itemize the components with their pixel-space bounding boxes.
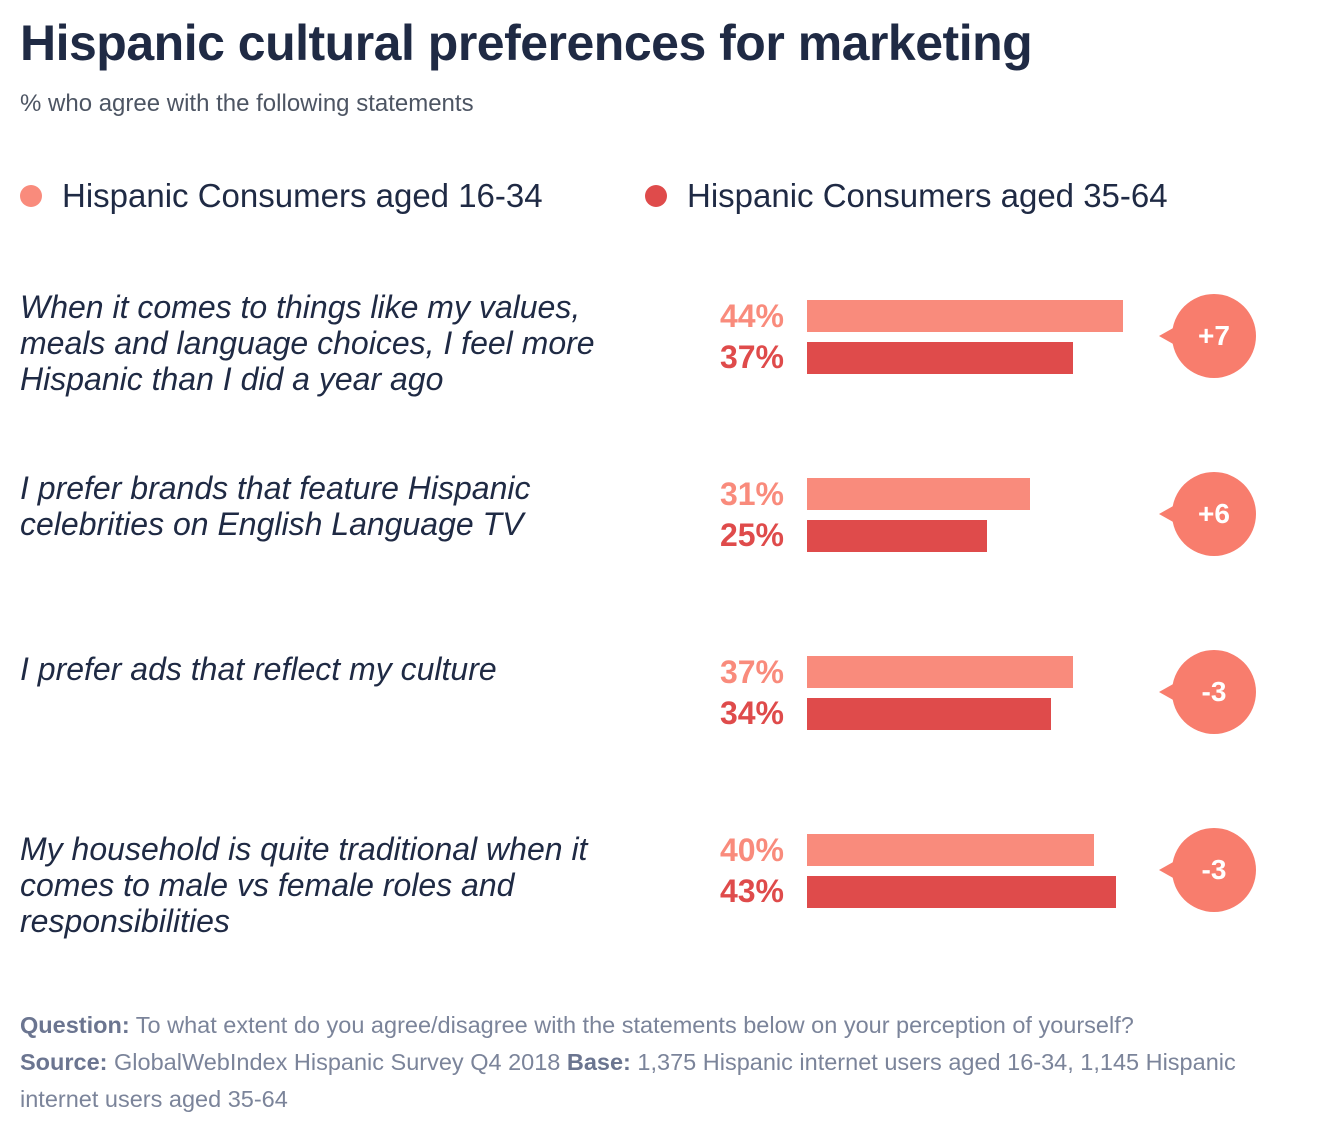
chart-subtitle: % who agree with the following statement… <box>20 90 474 117</box>
data-label-series-1: 31% <box>719 476 784 512</box>
bar-series-2 <box>807 876 1116 908</box>
bar-series-2 <box>807 698 1051 730</box>
difference-bubble: -3 <box>1159 828 1256 912</box>
difference-bubble: +7 <box>1159 294 1256 378</box>
row-statement: I prefer brands that feature Hispanic ce… <box>20 470 531 542</box>
legend-dot-icon <box>645 185 667 207</box>
difference-bubble: -3 <box>1159 650 1256 734</box>
source-text: GlobalWebIndex Hispanic Survey Q4 2018 <box>107 1049 567 1075</box>
bar-series-1 <box>807 478 1030 510</box>
base-text: 1,375 Hispanic internet users aged 16-34… <box>20 1049 1236 1112</box>
legend-label: Hispanic Consumers aged 35-64 <box>687 177 1168 214</box>
bar-series-1 <box>807 300 1123 332</box>
chart-footer: Question: To what extent do you agree/di… <box>20 1007 1290 1118</box>
bar-series-2 <box>807 520 987 552</box>
bar-series-1 <box>807 656 1073 688</box>
base-label: Base: <box>566 1049 631 1075</box>
data-label-series-2: 37% <box>719 339 784 375</box>
data-label-series-1: 40% <box>719 832 784 868</box>
data-label-series-2: 34% <box>719 695 784 731</box>
row-statement: When it comes to things like my values, … <box>20 289 595 397</box>
legend-item-series-1: Hispanic Consumers aged 16-34 <box>20 176 543 216</box>
row-statement: My household is quite traditional when i… <box>20 831 588 939</box>
bar-series-1 <box>807 834 1094 866</box>
difference-bubble: +6 <box>1159 472 1256 556</box>
data-label-series-1: 37% <box>719 654 784 690</box>
bar-series-2 <box>807 342 1073 374</box>
legend-dot-icon <box>20 185 42 207</box>
row-statement: I prefer ads that reflect my culture <box>20 651 497 687</box>
legend-label: Hispanic Consumers aged 16-34 <box>62 177 543 214</box>
data-label-series-2: 43% <box>719 873 784 909</box>
legend-item-series-2: Hispanic Consumers aged 35-64 <box>645 176 1168 216</box>
data-label-series-1: 44% <box>719 298 784 334</box>
chart-title: Hispanic cultural preferences for market… <box>20 15 1033 71</box>
question-label: Question: <box>20 1012 130 1038</box>
question-text: To what extent do you agree/disagree wit… <box>129 1012 1134 1038</box>
source-label: Source: <box>20 1049 108 1075</box>
data-label-series-2: 25% <box>719 517 784 553</box>
